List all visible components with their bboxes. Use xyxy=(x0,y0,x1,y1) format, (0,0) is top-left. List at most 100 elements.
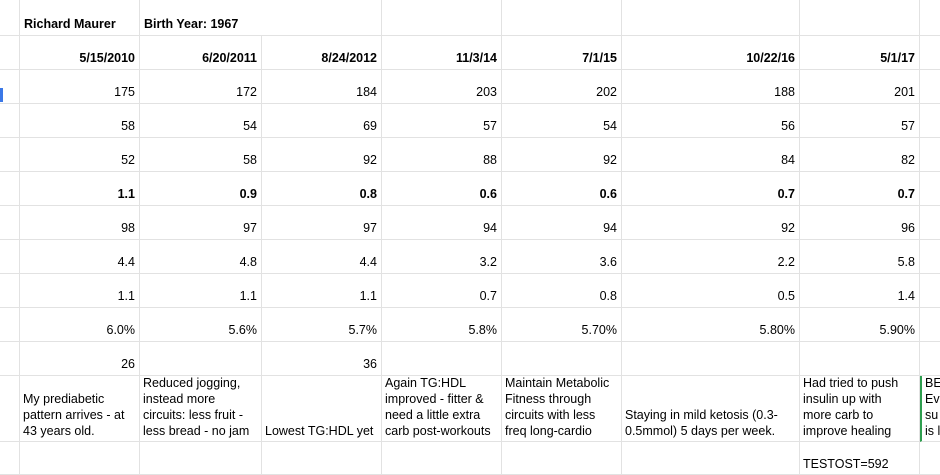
value-cell[interactable] xyxy=(920,240,940,274)
value-cell[interactable]: 6.0% xyxy=(20,308,140,342)
value-cell[interactable]: 1.4 xyxy=(800,274,920,308)
note-cell[interactable]: Staying in mild ketosis (0.3- 0.5mmol) 5 … xyxy=(622,376,800,442)
value-cell[interactable]: 1.1 xyxy=(262,274,382,308)
date-cell[interactable]: 5/15/2010 xyxy=(20,36,140,70)
value-cell[interactable]: 82 xyxy=(800,138,920,172)
value-cell[interactable]: 4.4 xyxy=(20,240,140,274)
value-cell[interactable] xyxy=(920,274,940,308)
note-cell[interactable]: Maintain Metabolic Fitness through circuit… xyxy=(502,376,622,442)
value-cell[interactable] xyxy=(920,308,940,342)
header-cell[interactable] xyxy=(920,0,940,36)
value-cell[interactable] xyxy=(382,342,502,376)
date-cell[interactable]: 10/22/16 xyxy=(622,36,800,70)
date-cell[interactable]: 6/20/2011 xyxy=(140,36,262,70)
header-cell[interactable] xyxy=(262,0,382,36)
footer-cell[interactable] xyxy=(140,442,262,475)
value-cell[interactable]: 94 xyxy=(502,206,622,240)
value-cell[interactable]: 92 xyxy=(262,138,382,172)
note-cell[interactable]: Reduced jogging, instead more circuits: le… xyxy=(140,376,262,442)
value-cell[interactable]: 0.6 xyxy=(382,172,502,206)
value-cell[interactable]: 172 xyxy=(140,70,262,104)
footer-cell[interactable] xyxy=(622,442,800,475)
value-cell[interactable]: 26 xyxy=(20,342,140,376)
value-cell[interactable]: 57 xyxy=(382,104,502,138)
header-cell[interactable] xyxy=(800,0,920,36)
footer-cell[interactable] xyxy=(382,442,502,475)
date-cell[interactable] xyxy=(920,36,940,70)
note-cell[interactable]: My prediabetic pattern arrives - at 43 yea… xyxy=(20,376,140,442)
value-cell[interactable]: 5.90% xyxy=(800,308,920,342)
value-cell[interactable]: 97 xyxy=(262,206,382,240)
value-cell[interactable]: 3.6 xyxy=(502,240,622,274)
header-cell[interactable] xyxy=(382,0,502,36)
value-cell[interactable]: 5.8 xyxy=(800,240,920,274)
value-cell[interactable]: 5.6% xyxy=(140,308,262,342)
footer-cell[interactable] xyxy=(920,442,940,475)
date-cell[interactable]: 8/24/2012 xyxy=(262,36,382,70)
value-cell[interactable] xyxy=(800,342,920,376)
value-cell[interactable]: 58 xyxy=(140,138,262,172)
value-cell[interactable]: 84 xyxy=(622,138,800,172)
value-cell[interactable]: 88 xyxy=(382,138,502,172)
header-cell[interactable]: Birth Year: 1967 xyxy=(140,0,262,36)
date-cell[interactable]: 5/1/17 xyxy=(800,36,920,70)
value-cell[interactable] xyxy=(502,342,622,376)
value-cell[interactable]: 0.6 xyxy=(502,172,622,206)
value-cell[interactable] xyxy=(920,70,940,104)
note-cell[interactable]: Lowest TG:HDL yet xyxy=(262,376,382,442)
value-cell[interactable]: 5.80% xyxy=(622,308,800,342)
value-cell[interactable]: 36 xyxy=(262,342,382,376)
value-cell[interactable]: 175 xyxy=(20,70,140,104)
header-cell[interactable] xyxy=(502,0,622,36)
footer-cell[interactable]: TESTOST=592 xyxy=(800,442,920,475)
value-cell[interactable]: 52 xyxy=(20,138,140,172)
value-cell[interactable]: 0.7 xyxy=(622,172,800,206)
value-cell[interactable]: 54 xyxy=(140,104,262,138)
date-cell[interactable]: 7/1/15 xyxy=(502,36,622,70)
date-cell[interactable]: 11/3/14 xyxy=(382,36,502,70)
value-cell[interactable]: 4.8 xyxy=(140,240,262,274)
value-cell[interactable]: 1.1 xyxy=(140,274,262,308)
value-cell[interactable]: 5.7% xyxy=(262,308,382,342)
header-cell[interactable] xyxy=(622,0,800,36)
value-cell[interactable]: 0.8 xyxy=(502,274,622,308)
footer-cell[interactable] xyxy=(262,442,382,475)
value-cell[interactable]: 92 xyxy=(502,138,622,172)
value-cell[interactable]: 92 xyxy=(622,206,800,240)
value-cell[interactable] xyxy=(622,342,800,376)
value-cell[interactable]: 56 xyxy=(622,104,800,138)
value-cell[interactable]: 4.4 xyxy=(262,240,382,274)
value-cell[interactable] xyxy=(920,138,940,172)
footer-cell[interactable] xyxy=(20,442,140,475)
value-cell[interactable]: 0.9 xyxy=(140,172,262,206)
value-cell[interactable] xyxy=(920,172,940,206)
value-cell[interactable]: 0.7 xyxy=(382,274,502,308)
value-cell[interactable]: 54 xyxy=(502,104,622,138)
value-cell[interactable]: 0.7 xyxy=(800,172,920,206)
value-cell[interactable]: 98 xyxy=(20,206,140,240)
note-cell[interactable]: BE Ev su is l xyxy=(920,376,940,442)
value-cell[interactable]: 0.8 xyxy=(262,172,382,206)
header-cell[interactable]: Richard Maurer xyxy=(20,0,140,36)
value-cell[interactable]: 96 xyxy=(800,206,920,240)
value-cell[interactable]: 57 xyxy=(800,104,920,138)
value-cell[interactable] xyxy=(920,342,940,376)
value-cell[interactable]: 1.1 xyxy=(20,172,140,206)
value-cell[interactable] xyxy=(920,206,940,240)
footer-cell[interactable] xyxy=(502,442,622,475)
value-cell[interactable]: 5.8% xyxy=(382,308,502,342)
value-cell[interactable] xyxy=(140,342,262,376)
value-cell[interactable]: 5.70% xyxy=(502,308,622,342)
value-cell[interactable] xyxy=(920,104,940,138)
value-cell[interactable]: 2.2 xyxy=(622,240,800,274)
value-cell[interactable]: 188 xyxy=(622,70,800,104)
value-cell[interactable]: 184 xyxy=(262,70,382,104)
value-cell[interactable]: 94 xyxy=(382,206,502,240)
value-cell[interactable]: 202 xyxy=(502,70,622,104)
value-cell[interactable]: 1.1 xyxy=(20,274,140,308)
note-cell[interactable]: Had tried to push insulin up with more car… xyxy=(800,376,920,442)
value-cell[interactable]: 58 xyxy=(20,104,140,138)
value-cell[interactable]: 69 xyxy=(262,104,382,138)
value-cell[interactable]: 201 xyxy=(800,70,920,104)
value-cell[interactable]: 97 xyxy=(140,206,262,240)
